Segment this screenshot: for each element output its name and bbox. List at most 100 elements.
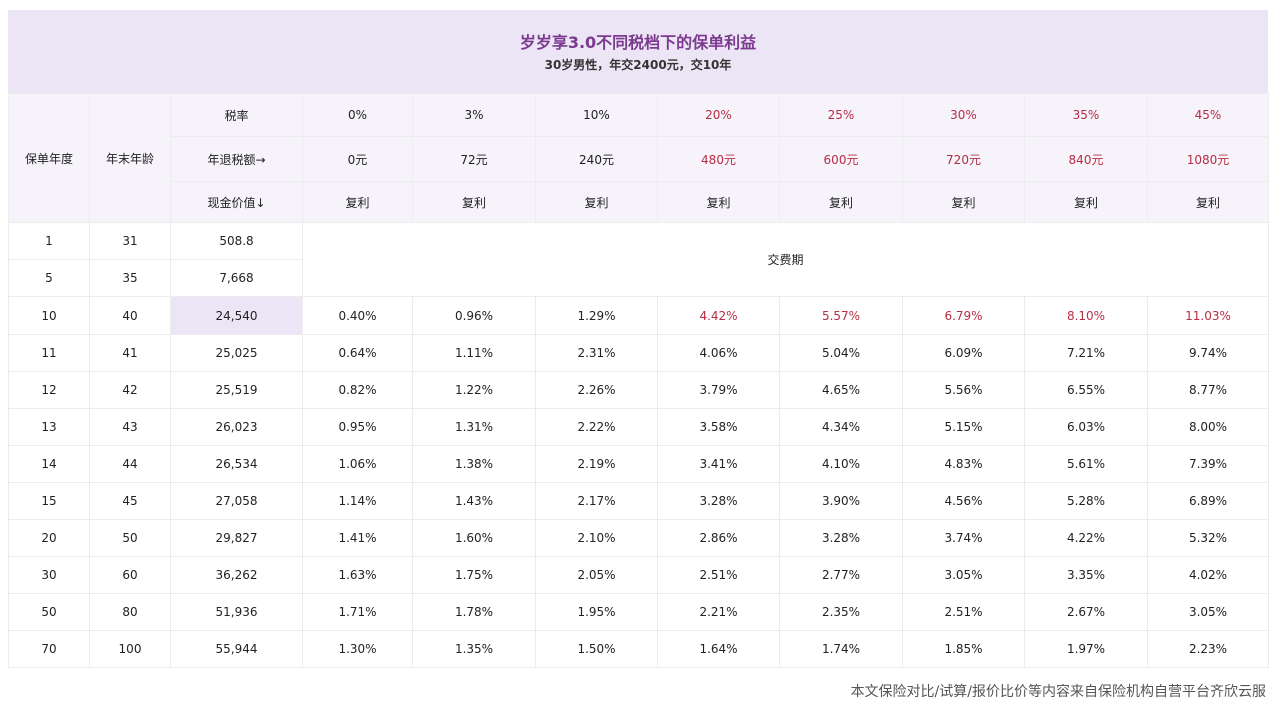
irr-cell: 4.56% bbox=[902, 482, 1025, 520]
age-cell: 80 bbox=[89, 593, 171, 631]
irr-cell: 6.55% bbox=[1024, 371, 1148, 409]
tax-refund-cell: 240元 bbox=[535, 136, 658, 182]
irr-cell: 7.39% bbox=[1147, 445, 1269, 483]
rate-cell: 35% bbox=[1024, 93, 1148, 137]
irr-cell: 6.09% bbox=[902, 334, 1025, 372]
policy-year-cell: 15 bbox=[8, 482, 90, 520]
table-row: 12 42 25,519 0.82% 1.22% 2.26% 3.79% 4.65% 5.56%… bbox=[8, 371, 1269, 409]
table-row: 20 50 29,827 1.41% 1.60% 2.10% 2.86% 3.28% 3.74%… bbox=[8, 519, 1269, 557]
age-cell: 44 bbox=[89, 445, 171, 483]
irr-cell: 6.79% bbox=[902, 296, 1025, 335]
irr-cell: 1.95% bbox=[535, 593, 658, 631]
header-row-type: 现金价值↓ 复利 复利 复利 复利 复利 复利 复利 复利 bbox=[9, 181, 1269, 223]
policy-year-cell: 30 bbox=[8, 556, 90, 594]
age-cell: 31 bbox=[89, 222, 171, 260]
irr-cell: 2.19% bbox=[535, 445, 658, 483]
irr-cell: 5.15% bbox=[902, 408, 1025, 446]
irr-cell: 2.23% bbox=[1147, 630, 1269, 668]
age-cell: 100 bbox=[89, 630, 171, 668]
irr-cell: 3.05% bbox=[1147, 593, 1269, 631]
irr-cell: 5.32% bbox=[1147, 519, 1269, 557]
irr-cell: 3.90% bbox=[779, 482, 903, 520]
irr-cell: 1.38% bbox=[412, 445, 536, 483]
header-age: 年末年龄 bbox=[89, 93, 171, 223]
irr-cell: 2.21% bbox=[657, 593, 780, 631]
table-row: 50 80 51,936 1.71% 1.78% 1.95% 2.21% 2.35% 2.51%… bbox=[8, 593, 1269, 631]
tax-refund-cell: 72元 bbox=[412, 136, 536, 182]
table-row: 30 60 36,262 1.63% 1.75% 2.05% 2.51% 2.77% 3.05%… bbox=[8, 556, 1269, 594]
irr-cell: 1.41% bbox=[302, 519, 413, 557]
irr-cell: 0.95% bbox=[302, 408, 413, 446]
irr-cell: 3.79% bbox=[657, 371, 780, 409]
type-cell: 复利 bbox=[1147, 181, 1269, 223]
irr-cell: 6.03% bbox=[1024, 408, 1148, 446]
irr-cell: 2.22% bbox=[535, 408, 658, 446]
cash-value-cell: 7,668 bbox=[170, 259, 303, 297]
irr-cell: 1.74% bbox=[779, 630, 903, 668]
age-cell: 42 bbox=[89, 371, 171, 409]
irr-cell: 11.03% bbox=[1147, 296, 1269, 335]
irr-cell: 2.86% bbox=[657, 519, 780, 557]
irr-cell: 1.11% bbox=[412, 334, 536, 372]
rate-cell: 20% bbox=[657, 93, 780, 137]
irr-cell: 1.22% bbox=[412, 371, 536, 409]
table-row: 15 45 27,058 1.14% 1.43% 2.17% 3.28% 3.90% 4.56%… bbox=[8, 482, 1269, 520]
irr-cell: 1.35% bbox=[412, 630, 536, 668]
irr-cell: 2.35% bbox=[779, 593, 903, 631]
irr-cell: 0.82% bbox=[302, 371, 413, 409]
policy-year-cell: 5 bbox=[8, 259, 90, 297]
policy-year-cell: 10 bbox=[8, 296, 90, 335]
irr-cell: 1.30% bbox=[302, 630, 413, 668]
tax-refund-cell: 0元 bbox=[302, 136, 413, 182]
irr-cell: 4.42% bbox=[657, 296, 780, 335]
irr-cell: 1.50% bbox=[535, 630, 658, 668]
irr-cell: 3.28% bbox=[779, 519, 903, 557]
page-subtitle: 30岁男性，年交2400元，交10年 bbox=[544, 57, 732, 72]
irr-cell: 3.35% bbox=[1024, 556, 1148, 594]
header-rate-label: 税率 bbox=[170, 93, 303, 137]
irr-cell: 1.60% bbox=[412, 519, 536, 557]
tax-refund-cell: 840元 bbox=[1024, 136, 1148, 182]
irr-cell: 2.51% bbox=[657, 556, 780, 594]
irr-cell: 5.61% bbox=[1024, 445, 1148, 483]
cash-value-cell: 26,023 bbox=[170, 408, 303, 446]
irr-cell: 4.02% bbox=[1147, 556, 1269, 594]
irr-cell: 8.10% bbox=[1024, 296, 1148, 335]
policy-year-cell: 1 bbox=[8, 222, 90, 260]
cash-value-cell: 25,025 bbox=[170, 334, 303, 372]
page-title: 岁岁享3.0不同税档下的保单利益 bbox=[519, 32, 757, 52]
irr-cell: 4.34% bbox=[779, 408, 903, 446]
rate-cell: 10% bbox=[535, 93, 658, 137]
type-cell: 复利 bbox=[302, 181, 413, 223]
age-cell: 50 bbox=[89, 519, 171, 557]
irr-cell: 6.89% bbox=[1147, 482, 1269, 520]
irr-cell: 5.57% bbox=[779, 296, 903, 335]
policy-year-cell: 11 bbox=[8, 334, 90, 372]
cash-value-cell: 26,534 bbox=[170, 445, 303, 483]
header-policy-year: 保单年度 bbox=[8, 93, 90, 223]
irr-cell: 1.43% bbox=[412, 482, 536, 520]
irr-cell: 5.56% bbox=[902, 371, 1025, 409]
irr-cell: 1.97% bbox=[1024, 630, 1148, 668]
header-row-tax: 年退税额→ 0元 72元 240元 480元 600元 720元 840元 10… bbox=[9, 136, 1269, 182]
policy-year-cell: 14 bbox=[8, 445, 90, 483]
irr-cell: 5.28% bbox=[1024, 482, 1148, 520]
irr-cell: 2.10% bbox=[535, 519, 658, 557]
irr-cell: 1.71% bbox=[302, 593, 413, 631]
payment-period-cell: 交费期 bbox=[302, 222, 1269, 297]
rate-cell: 30% bbox=[902, 93, 1025, 137]
policy-year-cell: 50 bbox=[8, 593, 90, 631]
tax-refund-cell: 1080元 bbox=[1147, 136, 1269, 182]
irr-cell: 8.00% bbox=[1147, 408, 1269, 446]
irr-cell: 1.14% bbox=[302, 482, 413, 520]
irr-cell: 2.26% bbox=[535, 371, 658, 409]
policy-year-cell: 13 bbox=[8, 408, 90, 446]
cash-value-cell: 24,540 bbox=[170, 296, 303, 335]
table-row: 13 43 26,023 0.95% 1.31% 2.22% 3.58% 4.34% 5.15%… bbox=[8, 408, 1269, 446]
irr-cell: 1.29% bbox=[535, 296, 658, 335]
type-cell: 复利 bbox=[1024, 181, 1148, 223]
table-row: 70 100 55,944 1.30% 1.35% 1.50% 1.64% 1.74% 1.85… bbox=[8, 630, 1269, 668]
type-cell: 复利 bbox=[412, 181, 536, 223]
header-cash-value-label: 现金价值↓ bbox=[170, 181, 303, 223]
